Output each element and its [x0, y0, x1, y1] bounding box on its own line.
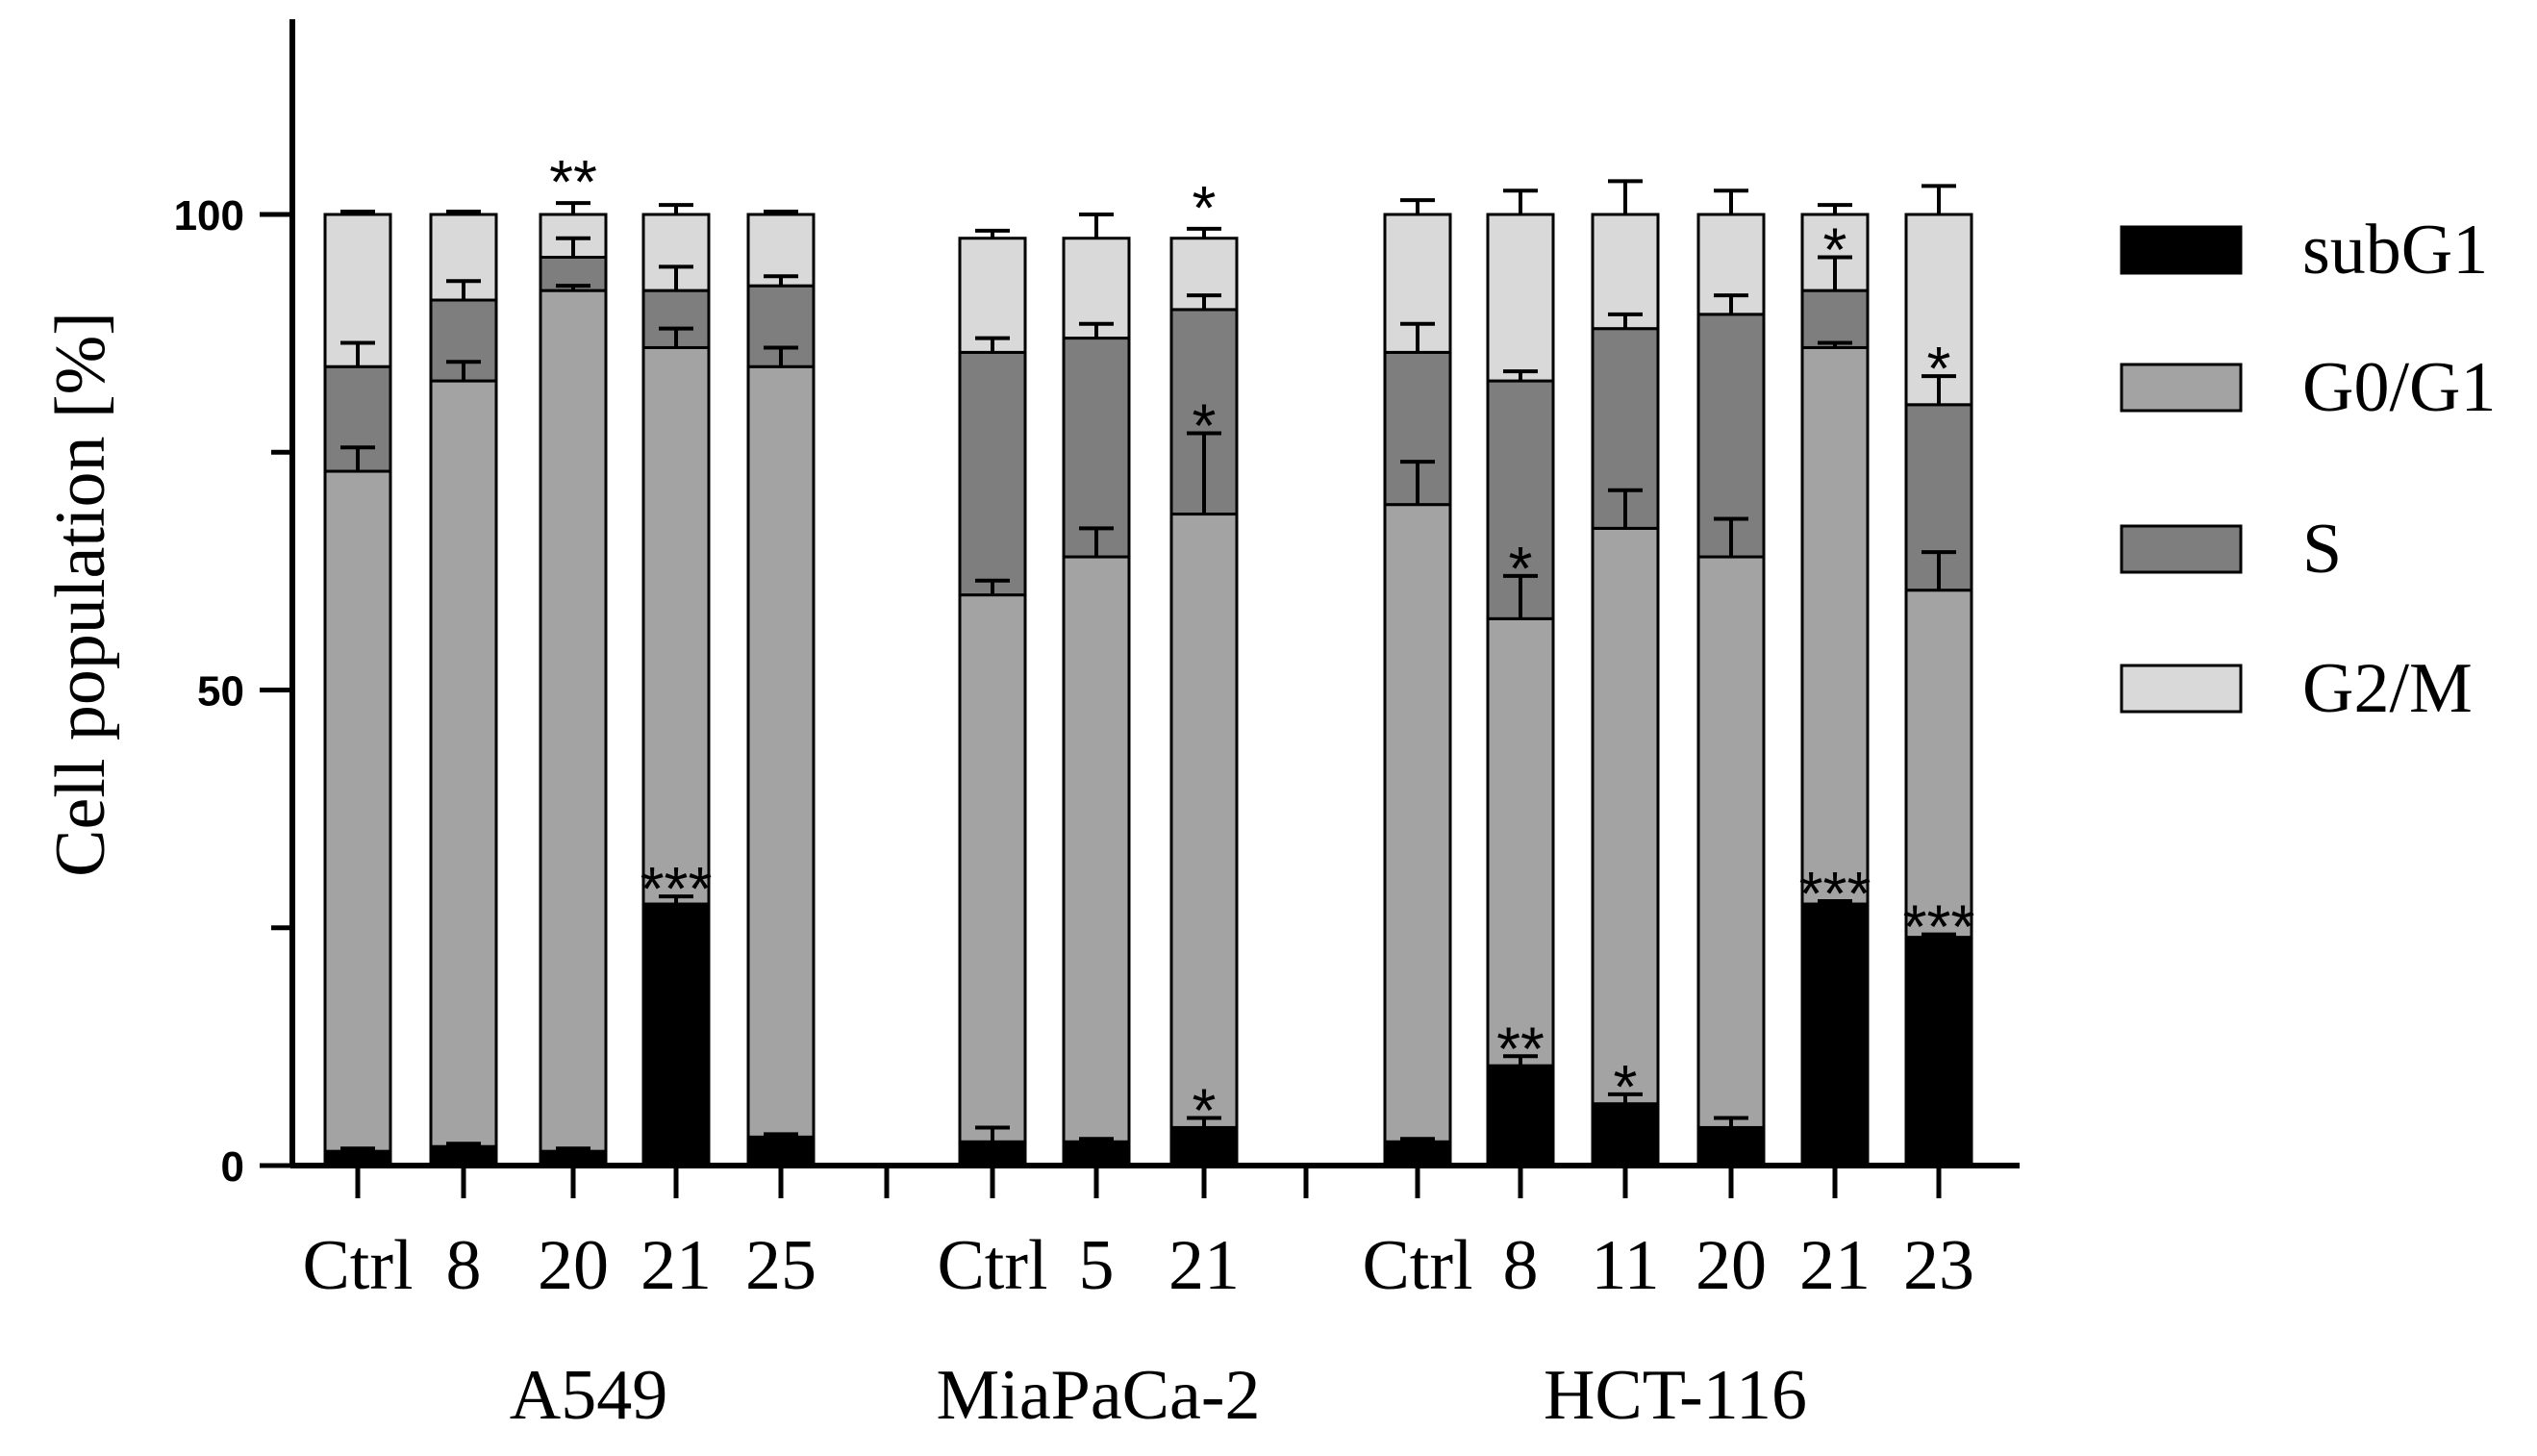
bar-segment-s	[958, 350, 1027, 597]
x-tick-label: 23	[1903, 1226, 1974, 1305]
group-label: A549	[510, 1356, 667, 1435]
legend-swatch	[2120, 363, 2243, 413]
x-tick-label: 20	[1696, 1226, 1767, 1305]
bar-segment-g0g1	[539, 289, 608, 1153]
y-axis-title: Cell population [%]	[41, 312, 120, 877]
significance-marker: *	[1927, 334, 1951, 403]
significance-marker: **	[549, 147, 597, 216]
x-tick-label: Ctrl	[302, 1226, 413, 1305]
legend-label: S	[2302, 510, 2342, 589]
x-tick-label: 20	[538, 1226, 609, 1305]
bar-segment-g0g1	[1800, 345, 1870, 906]
bar-segment-g0g1	[1591, 526, 1660, 1106]
x-tick-label: Ctrl	[1362, 1226, 1472, 1305]
significance-marker: *	[1823, 215, 1847, 285]
legend-label: G0/G1	[2302, 348, 2496, 427]
group-label: MiaPaCa-2	[936, 1356, 1260, 1435]
legend-swatch	[2120, 225, 2243, 275]
bar-segment-g0g1	[323, 469, 392, 1153]
bar-segment-subg1	[1169, 1125, 1239, 1167]
significance-marker: *	[1193, 1076, 1217, 1145]
bar-segment-g0g1	[1169, 513, 1239, 1129]
y-tick-label: 0	[221, 1143, 244, 1191]
significance-marker: **	[1496, 1014, 1545, 1083]
x-tick-label: 25	[745, 1226, 816, 1305]
bar-segment-g0g1	[641, 345, 711, 906]
bar-segment-subg1	[1904, 936, 1973, 1167]
bar-segment-g0g1	[1062, 555, 1131, 1143]
significance-marker: *	[1509, 534, 1533, 603]
bar-segment-subg1	[746, 1135, 816, 1167]
y-tick-label: 100	[174, 192, 244, 239]
y-tick-label: 50	[197, 668, 244, 715]
bar-segment-g2m	[958, 237, 1027, 354]
bar-segment-subg1	[1800, 902, 1870, 1167]
bar-segment-subg1	[1062, 1140, 1131, 1167]
bar-segment-s	[1062, 337, 1131, 559]
bar-segment-g0g1	[1486, 616, 1555, 1067]
bar-segment-g0g1	[429, 379, 498, 1148]
bar-segment-g0g1	[1383, 503, 1452, 1143]
bar-segment-subg1	[958, 1140, 1027, 1167]
x-tick-label: 8	[1503, 1226, 1539, 1305]
x-tick-label: 5	[1079, 1226, 1115, 1305]
bar-segment-g0g1	[1696, 555, 1766, 1129]
x-tick-label: 21	[1799, 1226, 1871, 1305]
legend-label: G2/M	[2302, 649, 2473, 728]
x-tick-label: 8	[446, 1226, 482, 1305]
bar-segment-g0g1	[746, 364, 816, 1139]
x-tick-label: 11	[1591, 1226, 1659, 1305]
bar-segment-g2m	[1904, 213, 1973, 407]
legend-label: subG1	[2302, 211, 2488, 289]
legend-swatch	[2120, 524, 2243, 574]
bar-segment-subg1	[1383, 1140, 1452, 1167]
x-tick-label: 21	[1168, 1226, 1240, 1305]
significance-marker: ***	[641, 854, 713, 923]
bar-segment-s	[1800, 289, 1870, 349]
significance-marker: ***	[1799, 859, 1871, 928]
bar-segment-g2m	[1591, 213, 1660, 331]
x-tick-label: 21	[641, 1226, 712, 1305]
bar-segment-subg1	[1696, 1125, 1766, 1167]
significance-marker: *	[1614, 1052, 1638, 1121]
bar-segment-subg1	[641, 902, 711, 1167]
legend-swatch	[2120, 664, 2243, 714]
bar-segment-g0g1	[1904, 589, 1973, 940]
bar-segment-g2m	[1486, 213, 1555, 383]
x-tick-label: Ctrl	[937, 1226, 1047, 1305]
group-label: HCT-116	[1544, 1356, 1807, 1435]
bar-segment-g0g1	[958, 593, 1027, 1143]
significance-marker: *	[1193, 390, 1217, 460]
significance-marker: *	[1193, 173, 1217, 242]
significance-marker: ***	[1903, 892, 1975, 962]
